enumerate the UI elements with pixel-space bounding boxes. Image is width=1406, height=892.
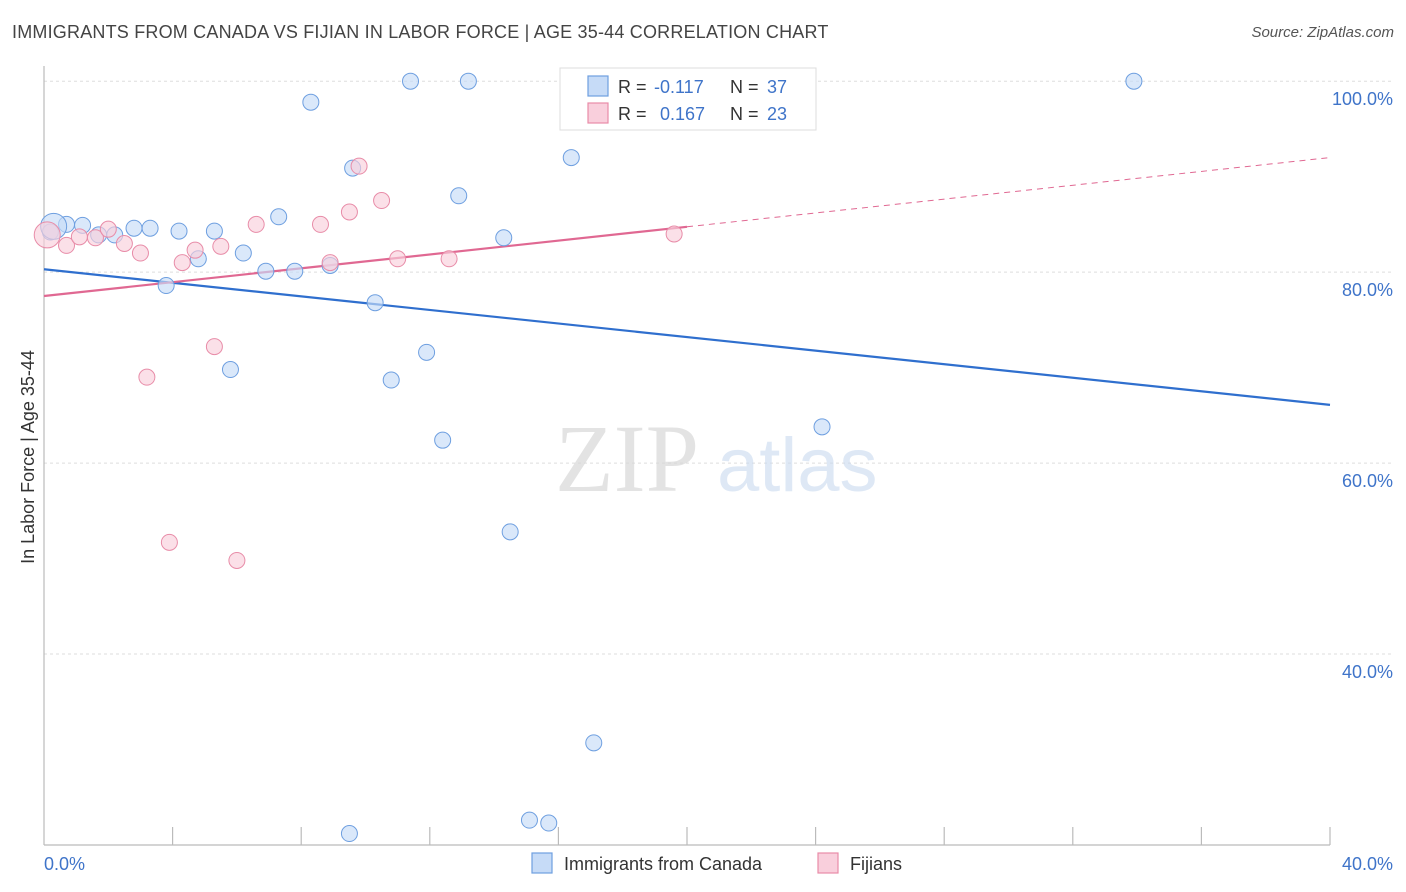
point-fijian — [173, 254, 191, 272]
point-fijian — [440, 250, 458, 268]
legend-r-value-fijian: 0.167 — [660, 104, 705, 124]
point-fijian — [160, 533, 178, 551]
gridlines — [44, 80, 1392, 655]
point-canada — [540, 814, 558, 832]
bottom-legend-swatch-canada — [531, 852, 553, 874]
point-canada — [340, 825, 358, 843]
point-fijian — [58, 236, 76, 254]
point-canada — [205, 222, 223, 240]
point-canada — [257, 262, 275, 280]
point-fijian — [389, 250, 407, 268]
trend-line-extension-fijian — [686, 157, 1331, 228]
legend-n-label-canada: N = — [730, 77, 759, 97]
bottom-legend-swatch-fijian — [817, 852, 839, 874]
source-credit: Source: ZipAtlas.com — [1251, 24, 1394, 41]
point-fijian — [70, 228, 88, 246]
point-fijian — [86, 229, 104, 247]
tick-labels: 100.0% 80.0% 60.0% 40.0% 0.0% 40.0% — [44, 89, 1393, 874]
trend-lines — [43, 157, 1331, 406]
watermark-atlas: atlas — [717, 423, 878, 508]
point-fijian — [131, 244, 149, 262]
point-canada — [562, 149, 580, 167]
point-fijian — [247, 215, 265, 233]
series-legend: Immigrants from Canada Fijians — [531, 852, 902, 874]
point-fijian — [33, 221, 61, 249]
watermark-zip: ZIP — [555, 405, 699, 512]
point-canada — [125, 219, 143, 237]
point-canada — [170, 222, 188, 240]
point-canada — [234, 244, 252, 262]
legend-r-label-fijian: R = — [618, 104, 647, 124]
point-canada — [221, 361, 239, 379]
trend-line-fijian — [43, 225, 688, 298]
point-canada — [450, 187, 468, 205]
legend-r-value-canada: -0.117 — [654, 77, 704, 97]
y-axis-label: In Labor Force | Age 35-44 — [18, 350, 38, 564]
point-fijian — [205, 338, 223, 356]
legend-n-value-fijian: 23 — [767, 104, 787, 124]
point-canada — [418, 343, 436, 361]
point-fijian — [212, 237, 230, 255]
point-fijian — [228, 551, 246, 569]
point-fijian — [99, 220, 117, 238]
point-canada — [501, 523, 519, 541]
bottom-legend-label-fijian: Fijians — [850, 854, 902, 874]
legend-swatch-canada — [587, 75, 609, 97]
point-canada — [459, 72, 477, 90]
point-canada — [366, 294, 384, 312]
y-tick-label: 100.0% — [1332, 89, 1393, 109]
y-tick-label: 60.0% — [1342, 471, 1393, 491]
point-fijian — [373, 192, 391, 210]
y-tick-label: 80.0% — [1342, 280, 1393, 300]
legend-n-value-canada: 37 — [767, 77, 787, 97]
point-fijian — [350, 157, 368, 175]
point-canada — [434, 431, 452, 449]
point-fijian — [138, 368, 156, 386]
point-canada — [302, 93, 320, 111]
legend-swatch-fijian — [587, 102, 609, 124]
chart-title: IMMIGRANTS FROM CANADA VS FIJIAN IN LABO… — [12, 22, 829, 42]
point-fijian — [340, 203, 358, 221]
point-canada — [270, 208, 288, 226]
point-canada — [813, 418, 831, 436]
point-fijian — [311, 215, 329, 233]
point-fijian — [115, 235, 133, 252]
bottom-legend-label-canada: Immigrants from Canada — [564, 854, 763, 874]
axes — [43, 66, 1331, 846]
y-tick-label: 40.0% — [1342, 662, 1393, 682]
point-canada — [382, 371, 400, 389]
point-fijian — [665, 225, 683, 243]
x-tick-label: 0.0% — [44, 854, 85, 874]
point-canada — [157, 277, 175, 295]
point-fijian — [186, 241, 204, 259]
trend-line-canada — [43, 268, 1331, 406]
correlation-legend: R = -0.117 N = 37 R = 0.167 N = 23 — [559, 67, 817, 131]
point-canada — [1125, 72, 1143, 90]
point-canada — [141, 219, 159, 237]
legend-r-label-canada: R = — [618, 77, 647, 97]
point-canada — [402, 72, 420, 90]
point-fijian — [321, 254, 339, 272]
point-canada — [520, 811, 538, 829]
point-canada — [585, 734, 603, 752]
x-tick-label: 40.0% — [1342, 854, 1393, 874]
point-canada — [286, 262, 304, 280]
point-canada — [495, 229, 513, 247]
legend-n-label-fijian: N = — [730, 104, 759, 124]
